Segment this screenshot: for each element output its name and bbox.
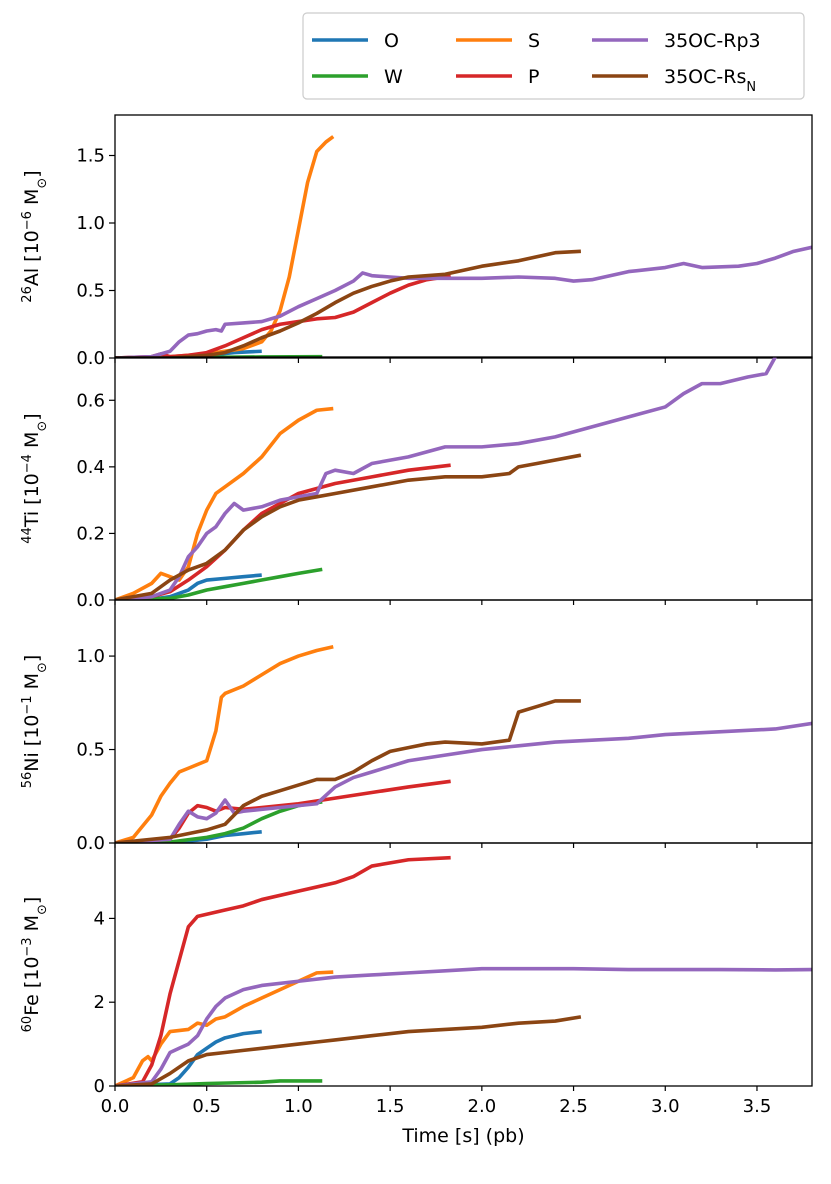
series-line-ti44-P [115,463,451,600]
legend-label-S-main: S [528,30,540,52]
ylabel-fe60-part-5: ] [21,897,43,904]
ylabel-fe60-part-2: −3 [20,937,35,956]
panel-al26-series [115,135,812,358]
legend-label-Rp3-main: 35OC-Rp3 [664,30,761,52]
legend-label-RsN-main: 35OC-Rs [664,66,746,88]
legend-label-P-main: P [528,66,539,88]
panel-ni56: 0.0 0.5 1.0 56Ni [10−1 M⊙] [20,599,813,854]
panel-al26-frame [114,114,813,359]
ylabel-al26-part-5: ] [21,170,43,177]
ytick-label-ti44-1: 0.2 [76,523,105,544]
ylabel-ti44-part-4: ⊙ [35,421,50,432]
ylabel-ti44-part-5: ] [21,413,43,420]
ylabel-ti44-part-0: 44 [20,527,35,544]
xlabel: Time [s] (pb) [401,1125,524,1147]
series-line-ni56-RsN [115,699,581,843]
panel-fe60-series [115,855,812,1086]
xtick-label-3: 1.5 [376,1096,405,1117]
xtick-label-6: 3.0 [651,1096,680,1117]
xtick-label-4: 2.0 [468,1096,497,1117]
xtick-label-7: 3.5 [743,1096,772,1117]
panel-al26: 0.0 0.5 1.0 1.5 26Al [10−6 M⊙] [20,114,813,369]
ylabel-ti44-part-3: M [21,432,43,454]
ytick-label-fe60-0: 0 [94,1076,105,1097]
ylabel-fe60: 60Fe [10−3 M⊙] [20,897,50,1033]
ylabel-ni56-part-2: −1 [20,695,35,714]
legend: O S 35OC-Rp3 W P 35OC-RsN [302,12,805,100]
series-line-ti44-S [115,406,334,600]
ylabel-al26-part-0: 26 [20,286,35,303]
ylabel-fe60-part-3: M [21,915,43,937]
ylabel-ni56-part-0: 56 [20,772,35,789]
ylabel-al26-part-4: ⊙ [35,178,50,189]
panel-ti44-series [115,357,777,600]
legend-label-O: O [384,30,399,52]
ytick-label-al26-1: 0.5 [76,281,105,302]
ytick-label-fe60-2: 4 [94,908,105,929]
ytick-label-ni56-2: 1.0 [76,646,105,667]
series-line-al26-P [115,273,452,358]
series-line-fe60-W [115,1079,323,1086]
series-line-ti44-W [115,567,323,600]
ylabel-fe60-part-0: 60 [20,1016,35,1033]
ytick-label-al26-0: 0.0 [76,348,105,369]
ytick-label-ni56-0: 0.0 [76,833,105,854]
legend-label-P: P [528,66,539,88]
series-line-fe60-RsN [115,1015,582,1086]
ytick-label-al26-3: 1.5 [76,146,105,167]
ylabel-ni56-part-3: M [21,673,43,695]
series-line-ni56-Rp3 [115,721,812,843]
ytick-label-al26-2: 1.0 [76,213,105,234]
ylabel-ni56-part-1: Ni [10 [21,715,43,772]
ylabel-al26-part-1: Al [10 [21,230,43,286]
series-line-fe60-Rp3 [115,966,812,1086]
legend-label-RsN-sub: N [746,80,756,95]
series-line-ti44-RsN [115,453,582,600]
legend-frame [302,12,805,100]
ylabel-fe60-part-4: ⊙ [35,904,50,915]
ytick-label-ni56-1: 0.5 [76,740,105,761]
series-line-ti44-Rp3 [115,357,777,600]
panel-fe60: 0 2 4 60Fe [10−3 M⊙] [20,842,813,1097]
series-line-fe60-O [115,1029,262,1086]
legend-label-W-main: W [384,66,403,88]
xtick-label-1: 0.5 [192,1096,221,1117]
series-line-al26-RsN [115,249,581,358]
legend-label-Rp3: 35OC-Rp3 [664,30,761,52]
ylabel-al26: 26Al [10−6 M⊙] [20,170,50,302]
ytick-label-fe60-1: 2 [94,992,105,1013]
series-line-fe60-P [115,855,451,1086]
ylabel-ni56: 56Ni [10−1 M⊙] [20,655,50,789]
ylabel-ti44: 44Ti [10−4 M⊙] [20,413,50,543]
ylabel-al26-part-2: −6 [20,211,35,230]
series-line-ni56-S [115,644,334,843]
legend-label-RsN: 35OC-RsN [664,66,756,95]
series-line-al26-Rp3 [115,245,812,358]
ylabel-ni56-part-4: ⊙ [35,662,50,673]
ylabel-al26-part-3: M [21,189,43,211]
panel-ni56-series [115,644,812,843]
xtick-label-2: 1.0 [284,1096,313,1117]
xtick-label-5: 2.5 [559,1096,588,1117]
ylabel-ti44-part-2: −4 [20,454,35,473]
ylabel-fe60-part-1: Fe [10 [21,957,43,1016]
legend-label-O-main: O [384,30,399,52]
ytick-label-ti44-2: 0.4 [76,457,105,478]
panel-fe60-frame [114,842,813,1087]
ytick-label-ti44-3: 0.6 [76,390,105,411]
panel-ti44: 0.0 0.2 0.4 0.6 44Ti [10−4 M⊙] [20,356,813,611]
legend-label-W: W [384,66,403,88]
legend-label-S: S [528,30,540,52]
ylabel-ni56-part-5: ] [21,655,43,662]
xtick-label-0: 0.0 [101,1096,130,1117]
ylabel-ti44-part-1: Ti [10 [21,473,43,528]
ytick-label-ti44-0: 0.0 [76,590,105,611]
